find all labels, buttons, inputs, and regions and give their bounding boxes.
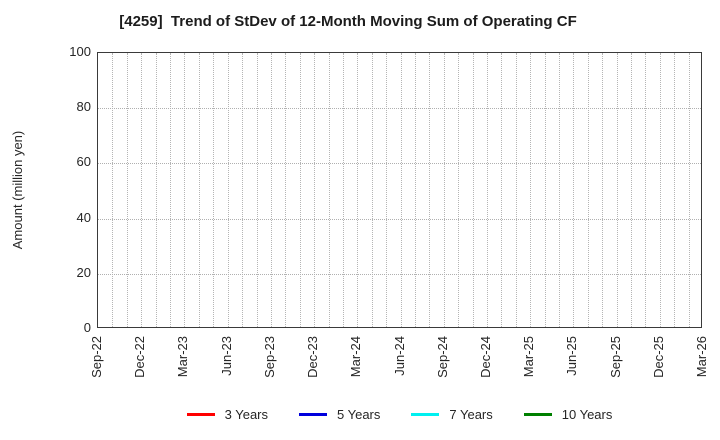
x-tick-label: Dec-23 [305, 336, 321, 378]
x-tick-label: Jun-23 [218, 336, 234, 376]
gridline-vertical [270, 53, 272, 327]
gridline-vertical [299, 53, 301, 327]
gridline-horizontal [98, 108, 701, 110]
gridline-vertical [371, 53, 373, 327]
gridline-vertical [141, 53, 143, 327]
gridline-vertical [342, 53, 344, 327]
gridline-vertical [400, 53, 402, 327]
gridline-vertical [616, 53, 618, 327]
gridline-vertical [328, 53, 330, 327]
gridline-vertical [501, 53, 503, 327]
gridline-vertical [602, 53, 604, 327]
gridline-vertical [587, 53, 589, 327]
y-tick-label: 60 [76, 154, 91, 170]
x-tick-label: Jun-24 [391, 336, 407, 376]
x-tick-label: Dec-25 [650, 336, 666, 378]
gridline-vertical [674, 53, 676, 327]
gridline-vertical [357, 53, 359, 327]
gridline-vertical [631, 53, 632, 327]
legend: 3 Years 5 Years 7 Years 10 Years [97, 406, 702, 422]
gridline-vertical [573, 53, 575, 327]
gridline-vertical [256, 53, 258, 327]
legend-line-swatch [523, 412, 552, 416]
gridline-vertical [285, 53, 287, 327]
legend-item: 3 Years [186, 406, 268, 422]
gridline-horizontal [98, 273, 701, 275]
gridline-vertical [112, 53, 114, 327]
x-tick-label: Jun-25 [564, 336, 580, 376]
legend-line-swatch [186, 412, 215, 416]
gridline-vertical [688, 53, 690, 327]
plot-area [97, 52, 702, 328]
x-tick-label: Sep-25 [607, 336, 623, 378]
x-tick-label: Mar-23 [175, 336, 191, 378]
legend-label: 10 Years [561, 406, 613, 422]
gridline-horizontal [98, 163, 701, 165]
gridline-vertical [213, 53, 215, 327]
legend-item: 10 Years [523, 406, 613, 422]
gridline-vertical [429, 53, 431, 327]
legend-label: 7 Years [449, 406, 493, 422]
x-tick-label: Dec-22 [132, 336, 148, 378]
legend-label: 5 Years [337, 406, 381, 422]
gridline-vertical [227, 53, 229, 327]
gridline-vertical [170, 53, 171, 327]
x-tick-label: Sep-24 [434, 336, 450, 378]
gridline-vertical [515, 53, 517, 327]
legend-line-swatch [299, 412, 327, 416]
gridline-vertical [443, 53, 445, 327]
y-tick-label: 80 [76, 99, 91, 115]
x-tick-label: Sep-22 [89, 336, 104, 378]
x-tick-label: Dec-24 [477, 336, 493, 378]
legend-line-swatch [411, 412, 440, 416]
gridline-vertical [414, 53, 416, 327]
y-tick-label: 40 [76, 209, 91, 225]
gridline-vertical [242, 53, 243, 327]
gridline-vertical [544, 53, 546, 327]
y-axis-title: Amount (million yen) [10, 130, 25, 250]
x-tick-label: Mar-24 [348, 336, 364, 378]
gridline-vertical [645, 53, 647, 327]
y-tick-label: 0 [83, 320, 91, 335]
legend-item: 5 Years [299, 406, 380, 422]
x-tick-label: Mar-25 [521, 336, 537, 378]
gridline-vertical [472, 53, 474, 327]
legend-item: 7 Years [411, 406, 493, 422]
gridline-vertical [659, 53, 661, 327]
chart-title: [4259] Trend of StDev of 12-Month Moving… [119, 13, 577, 30]
gridline-vertical [314, 53, 316, 327]
gridline-horizontal [98, 218, 701, 220]
x-tick-label: Mar-26 [694, 336, 709, 378]
gridline-vertical [184, 53, 186, 327]
gridline-vertical [559, 53, 560, 327]
y-tick-label: 100 [69, 44, 91, 59]
y-tick-label: 20 [76, 264, 91, 280]
gridline-vertical [458, 53, 460, 327]
gridline-vertical [486, 53, 488, 327]
gridline-vertical [126, 53, 128, 327]
gridline-vertical [386, 53, 388, 327]
legend-label: 3 Years [224, 406, 268, 422]
gridline-vertical [530, 53, 532, 327]
gridline-vertical [198, 53, 200, 327]
gridline-vertical [155, 53, 157, 327]
x-tick-label: Sep-23 [261, 336, 277, 378]
